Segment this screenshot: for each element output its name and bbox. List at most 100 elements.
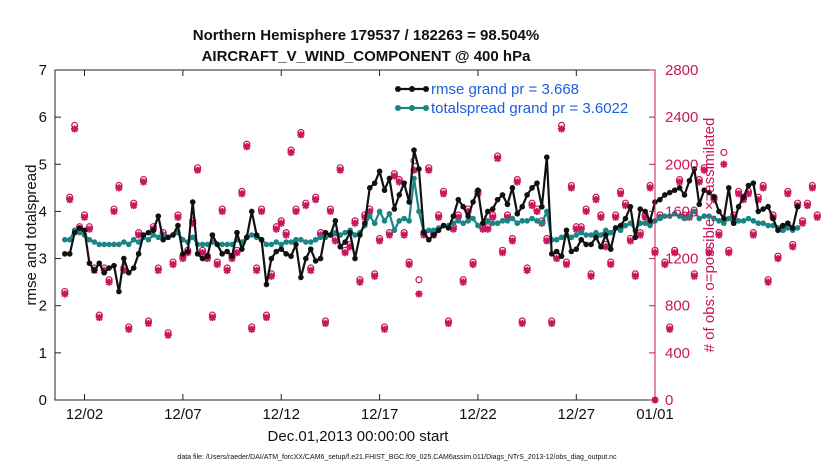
y-left-tick-label: 0 <box>39 392 47 409</box>
totalspread-point <box>603 227 609 234</box>
totalspread-point <box>657 215 663 222</box>
rmse-point <box>627 203 634 210</box>
obs-assimilated-point <box>641 213 649 221</box>
rmse-point <box>180 251 186 257</box>
rmse-point <box>81 227 88 234</box>
obs-assimilated-point <box>528 201 536 210</box>
totalspread-point <box>499 218 506 224</box>
rmse-point <box>337 243 344 250</box>
rmse-point <box>145 229 152 236</box>
obs-assimilated-point <box>597 213 605 221</box>
plot-area <box>54 69 821 404</box>
totalspread-point <box>524 218 530 224</box>
totalspread-point <box>411 175 417 182</box>
rmse-point <box>170 232 176 238</box>
totalspread-point <box>460 220 466 227</box>
obs-assimilated-point <box>675 178 684 186</box>
totalspread-point <box>750 218 757 224</box>
obs-assimilated-point <box>621 201 630 210</box>
totalspread-point <box>514 220 521 227</box>
rmse-point <box>676 185 683 191</box>
rmse-point <box>701 187 707 194</box>
rmse-point <box>357 232 363 238</box>
obs-assimilated-point <box>105 278 113 286</box>
chart-title-line2: AIRCRAFT_V_WIND_COMPONENT @ 400 hPa <box>202 48 532 65</box>
totalspread-point <box>534 218 540 224</box>
rmse-point <box>750 180 757 186</box>
rmse-point <box>765 203 771 210</box>
obs-assimilated-point <box>582 207 590 216</box>
obs-assimilated-point <box>312 196 320 204</box>
x-tick-label: 12/07 <box>164 406 202 423</box>
obs-assimilated-point <box>425 166 433 174</box>
obs-assimilated-point <box>784 190 792 198</box>
obs-assimilated-point <box>813 213 821 221</box>
totalspread-point <box>273 239 280 245</box>
rmse-point <box>101 269 107 276</box>
obs-assimilated-point <box>562 260 571 269</box>
legend-spread-marker <box>395 105 401 111</box>
rmse-point <box>637 206 644 212</box>
totalspread-point <box>583 232 589 238</box>
obs-assimilated-point <box>336 166 344 174</box>
totalspread-point <box>676 213 683 219</box>
totalspread-point <box>155 234 162 241</box>
rmse-point <box>165 234 171 241</box>
totalspread-point <box>406 218 412 224</box>
totalspread-point <box>544 208 550 215</box>
obs-assimilated-point <box>395 178 403 186</box>
totalspread-point <box>494 220 501 227</box>
obs-assimilated-point <box>174 213 182 221</box>
rmse-point <box>366 185 373 191</box>
y-right-tick-label: 1200 <box>665 251 698 268</box>
obs-assimilated-point <box>135 231 143 239</box>
obs-assimilated-point <box>341 249 349 257</box>
obs-assimilated-point <box>700 166 708 174</box>
obs-assimilated-point <box>130 201 138 210</box>
obs-assimilated-point <box>257 207 266 216</box>
y-right-tick-label: 1600 <box>665 203 698 220</box>
rmse-point <box>76 225 83 231</box>
x-tick-label: 12/27 <box>558 406 596 423</box>
rmse-point <box>671 187 678 194</box>
rmse-point <box>204 253 211 260</box>
legend-rmse-marker <box>423 86 429 92</box>
rmse-point <box>362 220 368 227</box>
totalspread-point <box>760 220 766 227</box>
totalspread-point <box>342 229 348 236</box>
rmse-point <box>539 203 545 210</box>
obs-assimilated-point <box>754 196 762 204</box>
totalspread-point <box>386 210 393 217</box>
y-right-tick-label: 400 <box>665 345 690 362</box>
obs-assimilated-point <box>238 190 246 198</box>
totalspread-point <box>593 229 599 236</box>
obs-assimilated-point <box>749 231 757 239</box>
totalspread-point <box>224 241 230 248</box>
rmse-point <box>666 189 673 196</box>
obs-assimilated-point <box>346 243 354 251</box>
rmse-point <box>396 192 403 198</box>
obs-assimilated-point <box>287 148 295 157</box>
totalspread-point <box>116 241 122 248</box>
totalspread-point <box>293 236 299 243</box>
totalspread-point <box>578 229 585 236</box>
obs-assimilated-point <box>449 225 457 233</box>
obs-assimilated-point <box>612 213 620 221</box>
rmse-point <box>573 246 580 252</box>
rmse-point <box>421 229 427 236</box>
obs-assimilated-point <box>366 207 374 216</box>
obs-assimilated-point <box>626 237 635 245</box>
rmse-point <box>352 255 358 262</box>
obs-assimilated-point <box>277 219 285 227</box>
rmse-point <box>755 208 762 215</box>
y-left-tick-label: 3 <box>39 251 47 268</box>
obs-assimilated-point <box>292 207 300 216</box>
rmse-point <box>258 236 265 243</box>
rmse-point <box>593 234 599 241</box>
rmse-point <box>789 225 796 231</box>
obs-assimilated-point <box>454 213 462 221</box>
obs-assimilated-point <box>616 190 625 198</box>
totalspread-point <box>111 241 117 248</box>
rmse-point <box>406 199 412 205</box>
legend-rmse-marker <box>409 86 415 92</box>
